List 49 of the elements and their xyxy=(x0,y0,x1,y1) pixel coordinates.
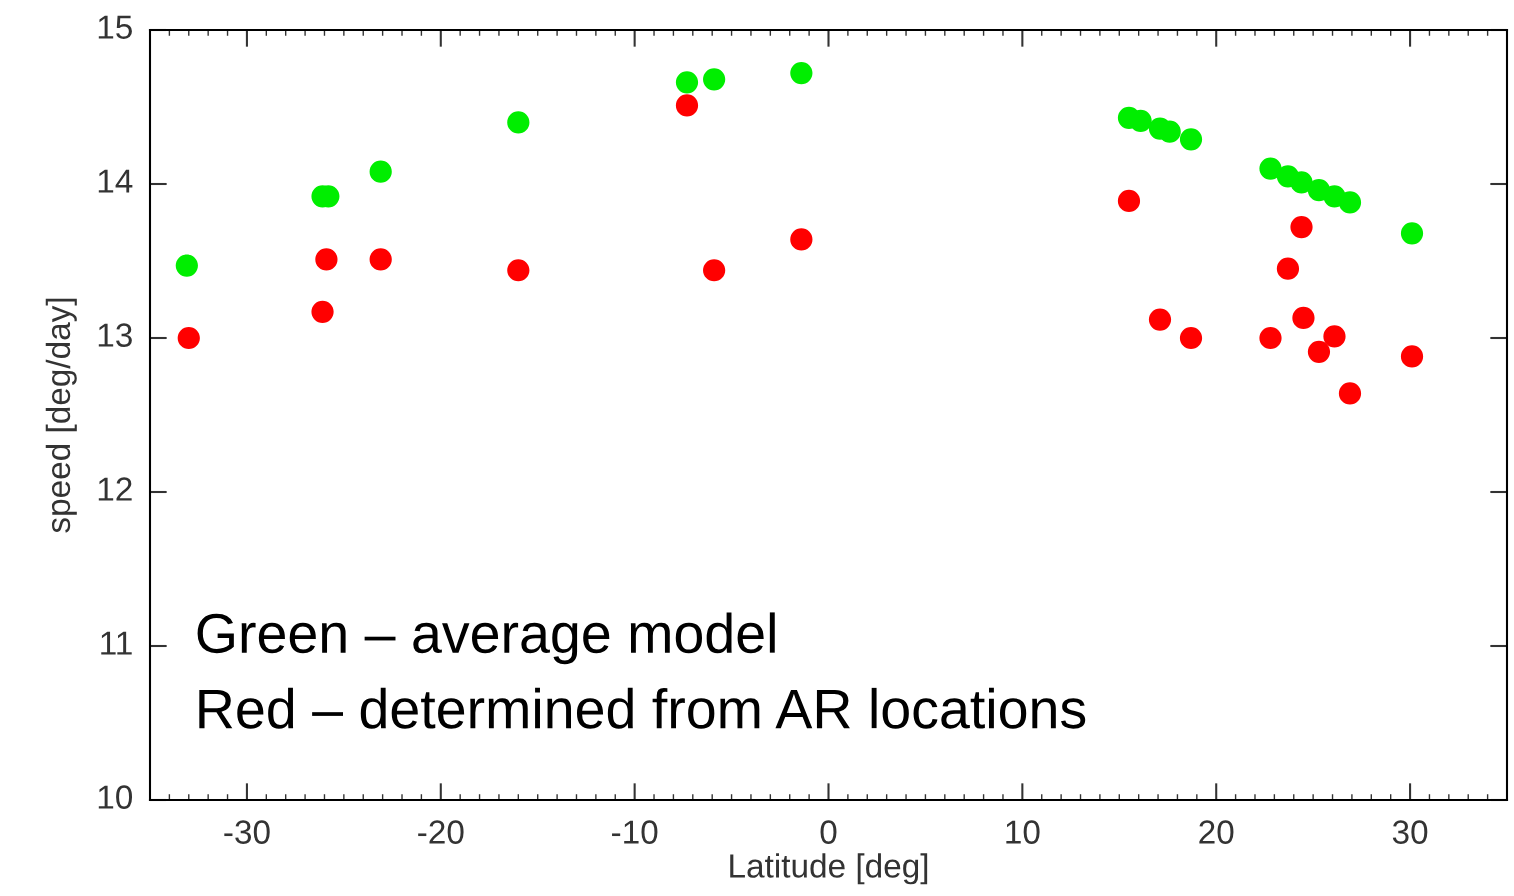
point xyxy=(1148,308,1172,331)
point xyxy=(1179,326,1203,350)
point xyxy=(175,254,198,277)
x-tick-label: -20 xyxy=(418,820,464,844)
x-tick-label: 20 xyxy=(1199,820,1234,844)
annotation: Red – determined from AR locations xyxy=(199,687,1086,729)
point xyxy=(1307,340,1331,363)
y-tick-label: 15 xyxy=(98,15,132,39)
y-axis-title: speed [deg/day] xyxy=(45,298,77,533)
point xyxy=(675,94,699,117)
point xyxy=(369,160,392,183)
point xyxy=(507,111,530,134)
point xyxy=(703,68,726,91)
point xyxy=(1179,128,1203,151)
x-tick-label: 30 xyxy=(1392,820,1428,844)
point xyxy=(1338,382,1362,405)
y-tick-label: 10 xyxy=(98,785,133,809)
point xyxy=(1400,222,1424,245)
point xyxy=(311,300,334,323)
point xyxy=(1338,191,1362,214)
point xyxy=(1290,171,1313,194)
point xyxy=(790,62,813,85)
point xyxy=(1129,109,1152,132)
point xyxy=(790,228,813,251)
x-axis-title: Latitude [deg] xyxy=(730,853,928,885)
x-tick-label: 0 xyxy=(820,820,837,844)
point xyxy=(1259,157,1282,180)
point xyxy=(1292,306,1315,330)
point xyxy=(315,248,338,271)
point xyxy=(507,259,530,282)
point xyxy=(1158,120,1181,143)
point xyxy=(1276,257,1300,280)
point xyxy=(703,259,726,282)
y-tick-label: 14 xyxy=(98,169,133,193)
y-tick-label: 13 xyxy=(98,323,132,347)
point xyxy=(1400,345,1424,368)
y-tick-label: 11 xyxy=(101,631,132,655)
point xyxy=(1117,189,1141,213)
annotation: Green – average model xyxy=(197,612,775,665)
y-tick-label: 12 xyxy=(98,477,132,501)
point xyxy=(177,326,200,350)
x-tick-label: 10 xyxy=(1006,820,1040,844)
point xyxy=(1323,325,1346,348)
x-tick-label: -30 xyxy=(224,820,270,844)
point xyxy=(369,248,392,271)
point xyxy=(675,71,699,94)
point xyxy=(1290,216,1313,239)
point xyxy=(1259,326,1282,350)
x-tick-label: -10 xyxy=(612,820,658,844)
